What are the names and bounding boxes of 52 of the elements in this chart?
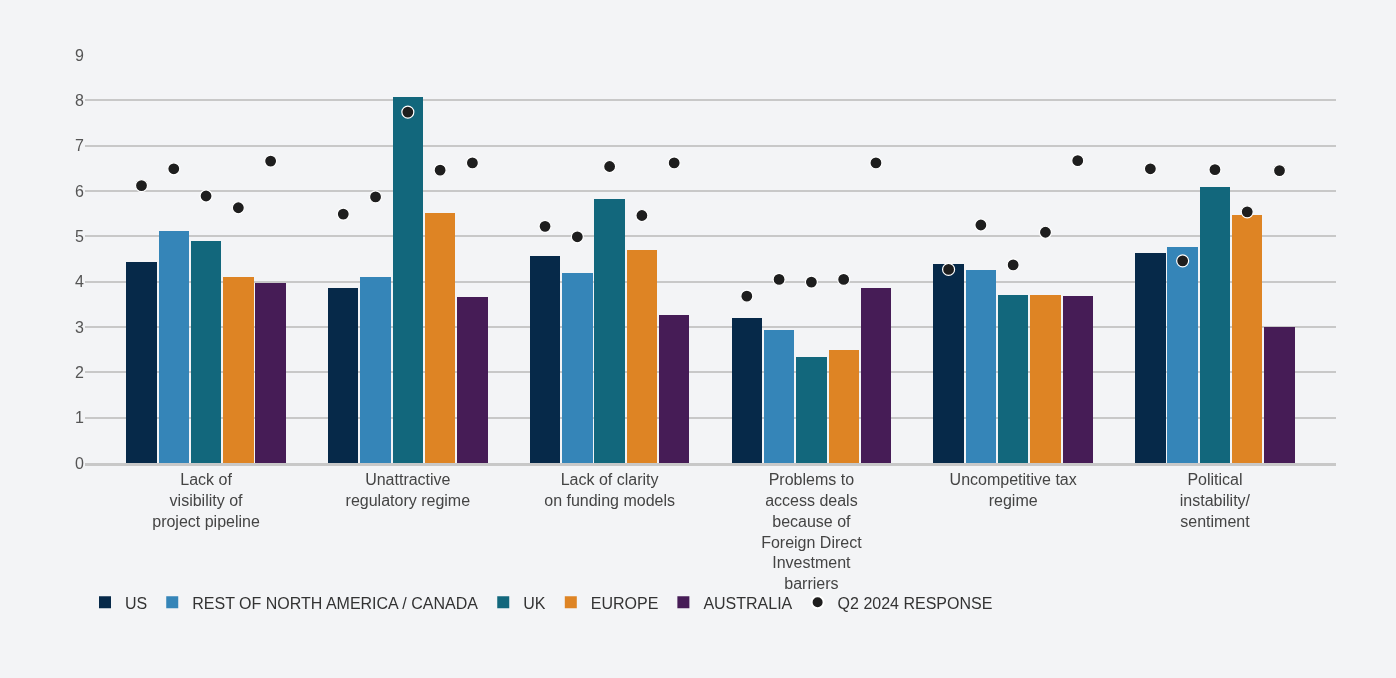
- bar: [457, 297, 488, 463]
- bar: [562, 273, 593, 463]
- bar: [1264, 327, 1295, 463]
- bar: [732, 318, 762, 463]
- bar: [829, 350, 859, 463]
- bar: [1030, 295, 1061, 463]
- bar: [627, 250, 657, 463]
- bar: [1063, 296, 1093, 463]
- bar: [861, 288, 891, 463]
- bar: [998, 295, 1028, 463]
- bar: [328, 288, 358, 463]
- y-tick-label: 1: [75, 409, 85, 427]
- x-tick-label: Uncompetitive tax regime: [949, 471, 1077, 509]
- x-tick-label: Unattractive regulatory regime: [345, 471, 471, 509]
- x-tick-label: Problems to access deals because of Foreign Direct Investment barriers: [761, 471, 863, 593]
- bar: [966, 270, 996, 463]
- bar: [1232, 215, 1262, 463]
- bar: [764, 330, 794, 463]
- y-tick-label: 3: [75, 318, 85, 336]
- bar: [796, 357, 827, 463]
- legend-label: AUSTRALIA: [703, 594, 793, 612]
- bar: [425, 213, 455, 463]
- bar: [223, 277, 254, 463]
- bar: [1135, 253, 1166, 463]
- bar: [360, 277, 391, 463]
- y-tick-label: 7: [75, 137, 85, 155]
- bar: [1200, 187, 1230, 463]
- y-tick-label: 0: [75, 454, 85, 472]
- bar: [255, 283, 286, 463]
- x-tick-label: Lack of visibility of project pipeline: [152, 471, 260, 530]
- legend-label: US: [125, 594, 148, 612]
- bar: [159, 231, 189, 463]
- bar: [126, 262, 157, 463]
- legend-label: REST OF NORTH AMERICA / CANADA: [192, 594, 479, 612]
- legend-label: Q2 2024 RESPONSE: [837, 594, 993, 612]
- legend-label: UK: [523, 594, 546, 612]
- bar: [1167, 247, 1198, 463]
- legend-label: EUROPE: [590, 594, 659, 612]
- bar: [191, 241, 221, 463]
- y-tick-label: 4: [75, 273, 85, 291]
- x-tick-label: Lack of clarity on funding models: [544, 471, 675, 509]
- bar: [530, 256, 560, 463]
- bar: [659, 315, 689, 463]
- y-tick-label: 5: [75, 227, 85, 245]
- y-tick-label: 9: [75, 46, 85, 64]
- y-tick-label: 8: [75, 91, 85, 109]
- y-tick-label: 2: [75, 363, 85, 381]
- bar: [393, 97, 423, 463]
- y-tick-label: 6: [75, 182, 85, 200]
- bar: [594, 199, 625, 463]
- bar: [933, 264, 964, 463]
- x-tick-label: Political instability/ sentiment: [1179, 471, 1251, 530]
